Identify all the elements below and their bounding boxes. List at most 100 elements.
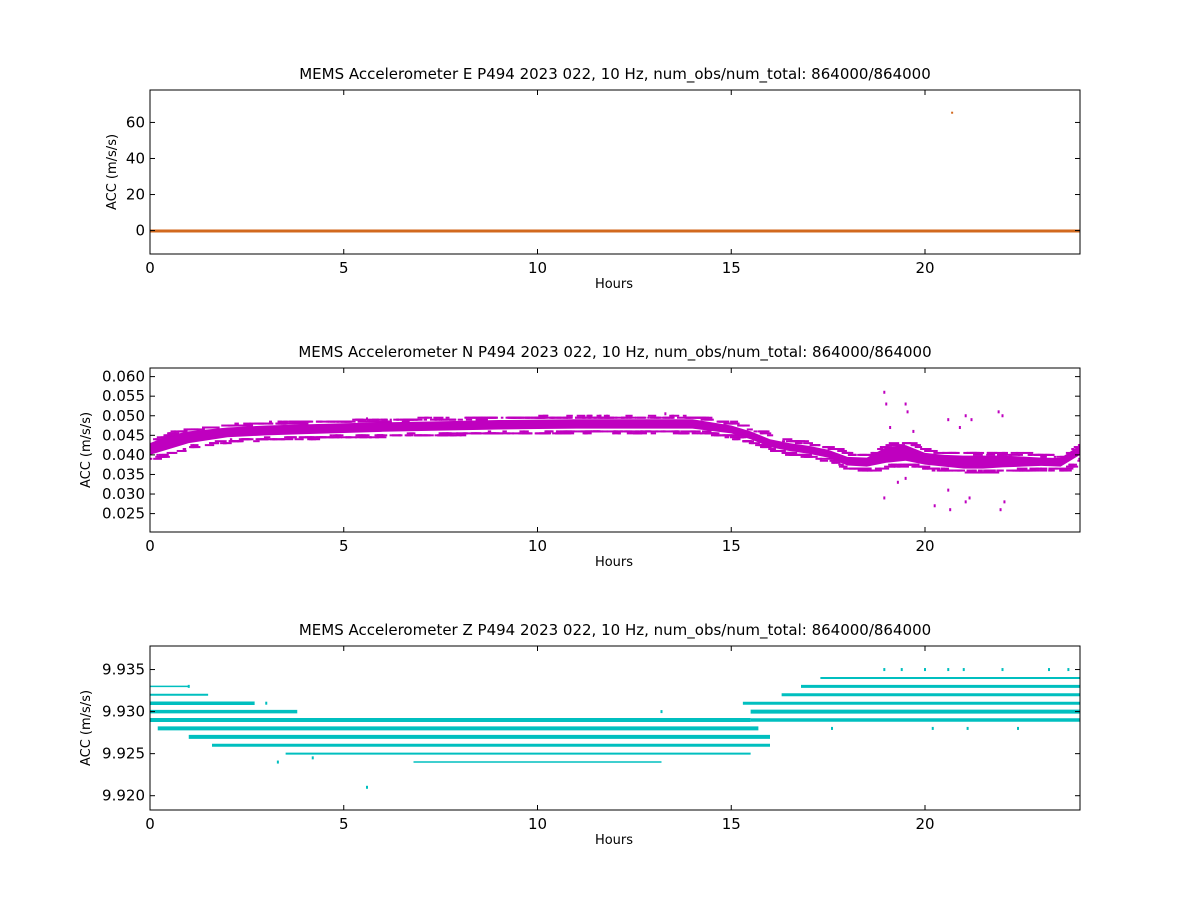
data-point — [187, 684, 190, 688]
data-point — [1003, 500, 1006, 504]
data-point — [1001, 668, 1004, 672]
data-point-cluster — [470, 432, 474, 435]
data-point-cluster — [318, 436, 322, 439]
data-point-cluster — [209, 442, 220, 445]
data-point-cluster — [647, 414, 657, 417]
data-point — [964, 414, 967, 418]
data-point-cluster — [728, 422, 737, 425]
data-point-cluster — [543, 416, 554, 419]
data-point-cluster — [768, 448, 776, 451]
data-point-cluster — [641, 430, 651, 433]
data-point-cluster — [987, 451, 995, 454]
x-tick-label: 10 — [528, 537, 547, 555]
chart-title: MEMS Accelerometer Z P494 2023 022, 10 H… — [299, 621, 931, 640]
data-point-cluster — [913, 463, 917, 466]
y-tick-label: 9.920 — [102, 787, 145, 805]
data-point-cluster — [1034, 453, 1044, 456]
data-point-cluster — [925, 467, 929, 470]
data-point — [883, 668, 886, 672]
data-point-cluster — [700, 418, 713, 421]
data-point-cluster — [393, 418, 403, 421]
data-point-cluster — [613, 432, 621, 435]
data-point-cluster — [838, 463, 844, 466]
data-point-cluster — [829, 459, 839, 462]
data-point-cluster — [988, 471, 1000, 474]
data-point-cluster — [577, 430, 581, 433]
x-tick-label: 5 — [339, 259, 349, 277]
series-band — [150, 229, 1080, 233]
data-point-cluster — [629, 416, 637, 419]
data-point-cluster — [417, 416, 429, 419]
data-point — [968, 496, 971, 500]
series-envelope — [150, 419, 1080, 469]
data-point — [966, 726, 969, 730]
data-point-cluster — [782, 440, 786, 443]
data-point-cluster — [1073, 446, 1078, 449]
data-point-cluster — [556, 430, 569, 433]
data-point-cluster — [190, 444, 195, 447]
data-point-cluster — [723, 434, 730, 437]
data-point-cluster — [356, 434, 369, 437]
data-point-cluster — [161, 436, 170, 439]
data-point-cluster — [951, 469, 960, 472]
data-point-cluster — [168, 432, 177, 435]
data-point-cluster — [931, 467, 940, 470]
data-point-cluster — [989, 469, 996, 472]
data-point-cluster — [985, 469, 989, 472]
data-point-cluster — [822, 446, 829, 449]
y-tick-label: 0.035 — [102, 465, 145, 483]
data-point-cluster — [671, 414, 675, 417]
data-point — [962, 668, 965, 672]
data-point-cluster — [902, 442, 912, 445]
data-point-cluster — [852, 453, 857, 456]
data-point-cluster — [214, 440, 227, 443]
data-point-cluster — [336, 420, 343, 423]
data-point-cluster — [157, 455, 165, 458]
data-point-cluster — [438, 432, 442, 435]
data-point-cluster — [963, 451, 968, 454]
data-point-cluster — [375, 436, 387, 439]
data-point-cluster — [269, 420, 272, 423]
data-point-cluster — [655, 430, 665, 433]
data-point-cluster — [724, 436, 730, 439]
y-axis-label: ACC (m/s/s) — [79, 690, 94, 766]
data-point-cluster — [551, 416, 561, 419]
data-point — [958, 425, 961, 429]
data-point-cluster — [253, 440, 260, 443]
chart-title: MEMS Accelerometer E P494 2023 022, 10 H… — [299, 65, 931, 84]
panel-east: MEMS Accelerometer E P494 2023 022, 10 H… — [105, 65, 1081, 292]
data-point-cluster — [527, 416, 536, 419]
data-point-cluster — [241, 424, 252, 427]
data-point-cluster — [733, 438, 741, 441]
data-point-cluster — [775, 449, 786, 452]
data-point-cluster — [156, 436, 163, 439]
data-point-cluster — [331, 420, 336, 423]
data-point-cluster — [1056, 455, 1067, 458]
data-point-cluster — [702, 416, 713, 419]
data-point-cluster — [474, 432, 477, 435]
data-point-cluster — [885, 444, 889, 447]
data-series — [150, 390, 1080, 512]
data-point-cluster — [519, 416, 525, 419]
data-point-cluster — [534, 432, 547, 435]
data-point-cluster — [440, 418, 445, 421]
data-point-cluster — [823, 457, 836, 460]
data-point-cluster — [1059, 469, 1064, 472]
data-point-cluster — [957, 469, 965, 472]
data-point-cluster — [785, 453, 792, 456]
data-point-cluster — [340, 436, 352, 439]
data-point-cluster — [563, 432, 572, 435]
data-point-cluster — [788, 453, 794, 456]
y-tick-label: 0.040 — [102, 446, 145, 464]
data-point-cluster — [459, 434, 467, 437]
data-point-cluster — [606, 430, 617, 433]
data-point-cluster — [166, 451, 176, 454]
data-point-cluster — [980, 451, 985, 454]
data-point-cluster — [285, 436, 297, 439]
data-point — [900, 668, 903, 672]
data-point-cluster — [660, 430, 666, 433]
axes-frame — [149, 367, 1081, 533]
data-point-cluster — [1010, 451, 1019, 454]
data-point-cluster — [464, 416, 468, 419]
data-point-cluster — [440, 434, 447, 437]
